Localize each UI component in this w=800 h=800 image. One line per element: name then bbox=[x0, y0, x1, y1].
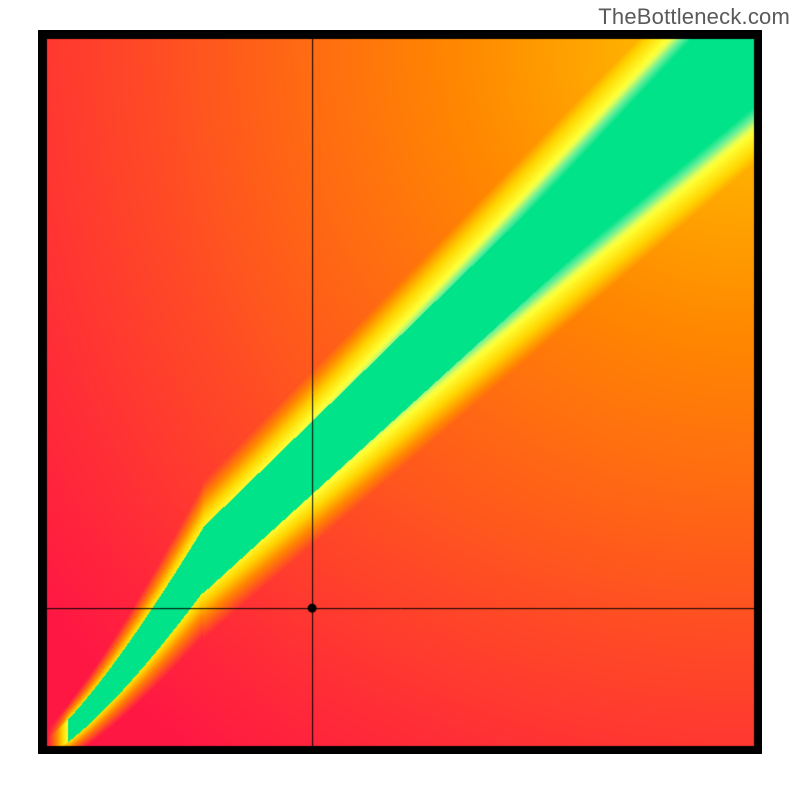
heatmap-canvas bbox=[38, 30, 762, 754]
chart-container: TheBottleneck.com bbox=[0, 0, 800, 800]
watermark-text: TheBottleneck.com bbox=[598, 4, 790, 30]
